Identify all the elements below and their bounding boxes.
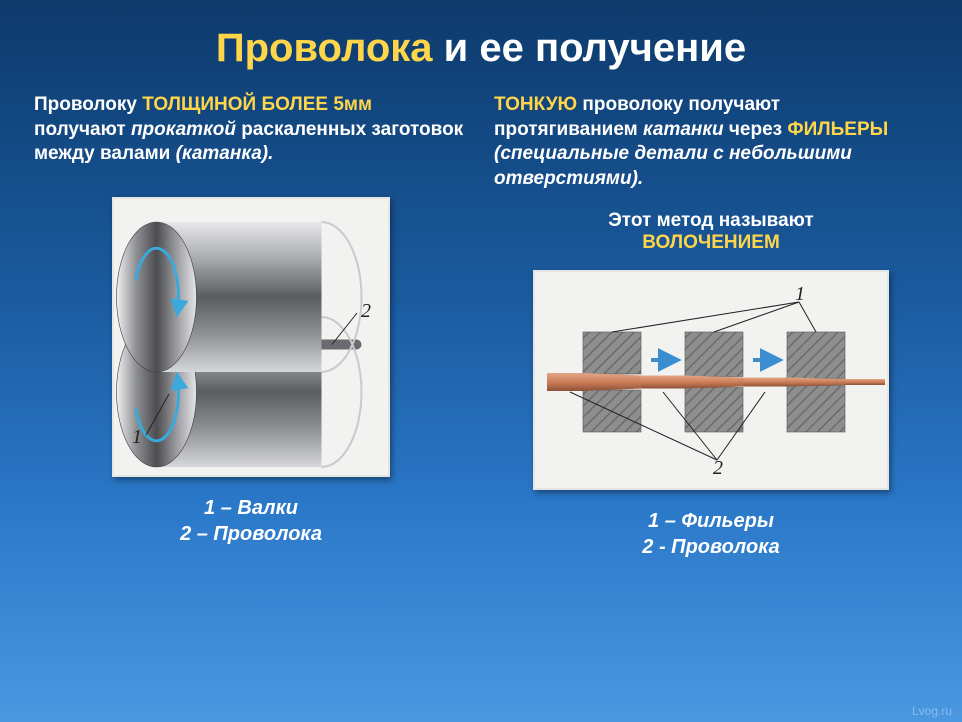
right-description: ТОНКУЮ проволоку получают протягиванием … bbox=[494, 93, 928, 192]
italic: (катанка). bbox=[176, 143, 274, 164]
title-highlight: Проволока bbox=[216, 26, 433, 70]
svg-text:1: 1 bbox=[795, 283, 805, 305]
right-figure: 12 bbox=[533, 270, 889, 490]
italic: (специальные детали с небольшими отверст… bbox=[494, 143, 852, 189]
columns: Проволоку ТОЛЩИНОЙ БОЛЕЕ 5мм получают пр… bbox=[0, 93, 962, 560]
legend-line: 2 – Проволока bbox=[180, 523, 322, 545]
method-text: Этот метод называют bbox=[608, 210, 813, 231]
right-column: ТОНКУЮ проволоку получают протягиванием … bbox=[494, 93, 928, 560]
method-keyword: ВОЛОЧЕНИЕМ bbox=[642, 232, 780, 253]
italic: прокаткой bbox=[131, 119, 236, 140]
legend-line: 2 - Проволока bbox=[642, 536, 779, 558]
emphasis: ФИЛЬЕРЫ bbox=[787, 119, 888, 140]
left-description: Проволоку ТОЛЩИНОЙ БОЛЕЕ 5мм получают пр… bbox=[34, 93, 468, 167]
slide-title: Проволока и ее получение bbox=[0, 0, 962, 93]
svg-text:1: 1 bbox=[132, 426, 142, 448]
left-figure: 12 bbox=[112, 197, 390, 477]
legend-line: 1 – Фильеры bbox=[648, 510, 774, 532]
left-figure-wrap: 12 1 – Валки 2 – Проволока bbox=[34, 197, 468, 547]
text: Проволоку bbox=[34, 94, 142, 115]
title-rest: и ее получение bbox=[433, 26, 747, 70]
legend-line: 1 – Валки bbox=[204, 497, 298, 519]
text: получают bbox=[34, 119, 131, 140]
left-column: Проволоку ТОЛЩИНОЙ БОЛЕЕ 5мм получают пр… bbox=[34, 93, 468, 560]
method-label: Этот метод называют ВОЛОЧЕНИЕМ bbox=[494, 210, 928, 254]
right-legend: 1 – Фильеры 2 - Проволока bbox=[642, 508, 779, 560]
svg-text:2: 2 bbox=[713, 457, 723, 479]
emphasis: ТОЛЩИНОЙ БОЛЕЕ 5мм bbox=[142, 94, 372, 115]
left-legend: 1 – Валки 2 – Проволока bbox=[180, 495, 322, 547]
text: через bbox=[724, 119, 788, 140]
svg-text:2: 2 bbox=[361, 300, 371, 322]
emphasis: ТОНКУЮ bbox=[494, 94, 577, 115]
right-figure-wrap: 12 1 – Фильеры 2 - Проволока bbox=[494, 270, 928, 560]
watermark: Lvog.ru bbox=[912, 704, 952, 718]
italic: катанки bbox=[643, 119, 724, 140]
